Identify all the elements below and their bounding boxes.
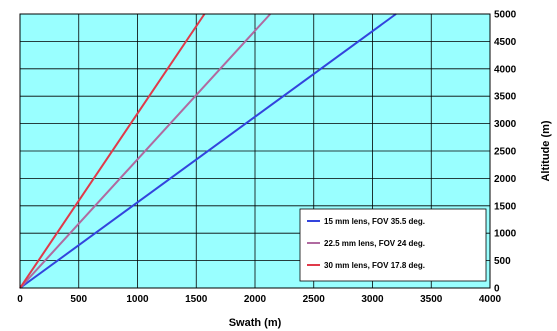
x-axis-title: Swath (m) [229,317,282,329]
x-tick-label: 500 [70,294,87,305]
y-tick-label: 4000 [494,64,517,75]
series-lines [19,13,397,289]
legend-label-2: 22.5 mm lens, FOV 24 deg. [324,239,425,248]
x-tick-label: 3500 [420,294,443,305]
y-tick-label: 2000 [494,174,517,185]
y-tick-label: 1500 [494,201,517,212]
y-tick-label: 2500 [494,147,517,158]
y-axis-ticks: 0 500 1000 1500 2000 2500 3000 3500 4000 4500 5000 [494,10,517,295]
series-line-3 [19,13,206,289]
y-tick-label: 3000 [494,119,517,130]
series-line-1 [19,13,397,289]
y-tick-label: 5000 [494,10,517,21]
legend: 15 mm lens, FOV 35.5 deg. 22.5 mm lens, F… [299,208,487,282]
x-tick-label: 2500 [303,294,326,305]
x-tick-label: 1000 [126,294,149,305]
y-tick-label: 4500 [494,37,517,48]
y-axis-title: Altitude (m) [540,120,552,181]
legend-label-3: 30 mm lens, FOV 17.8 deg. [324,261,425,270]
y-tick-label: 1000 [494,229,517,240]
x-tick-label: 2000 [244,294,267,305]
legend-box [299,208,487,282]
x-tick-label: 3000 [361,294,384,305]
y-tick-label: 3500 [494,92,517,103]
series-line-2 [19,13,272,289]
y-tick-label: 0 [494,284,500,295]
x-tick-label: 1500 [185,294,208,305]
legend-label-1: 15 mm lens, FOV 35.5 deg. [324,217,425,226]
plot-border [19,13,491,289]
x-axis-ticks: 0 500 1000 1500 2000 2500 3000 3500 4000 [17,294,501,305]
x-tick-label: 4000 [479,294,502,305]
y-tick-label: 500 [494,256,511,267]
x-tick-label: 0 [17,294,23,305]
